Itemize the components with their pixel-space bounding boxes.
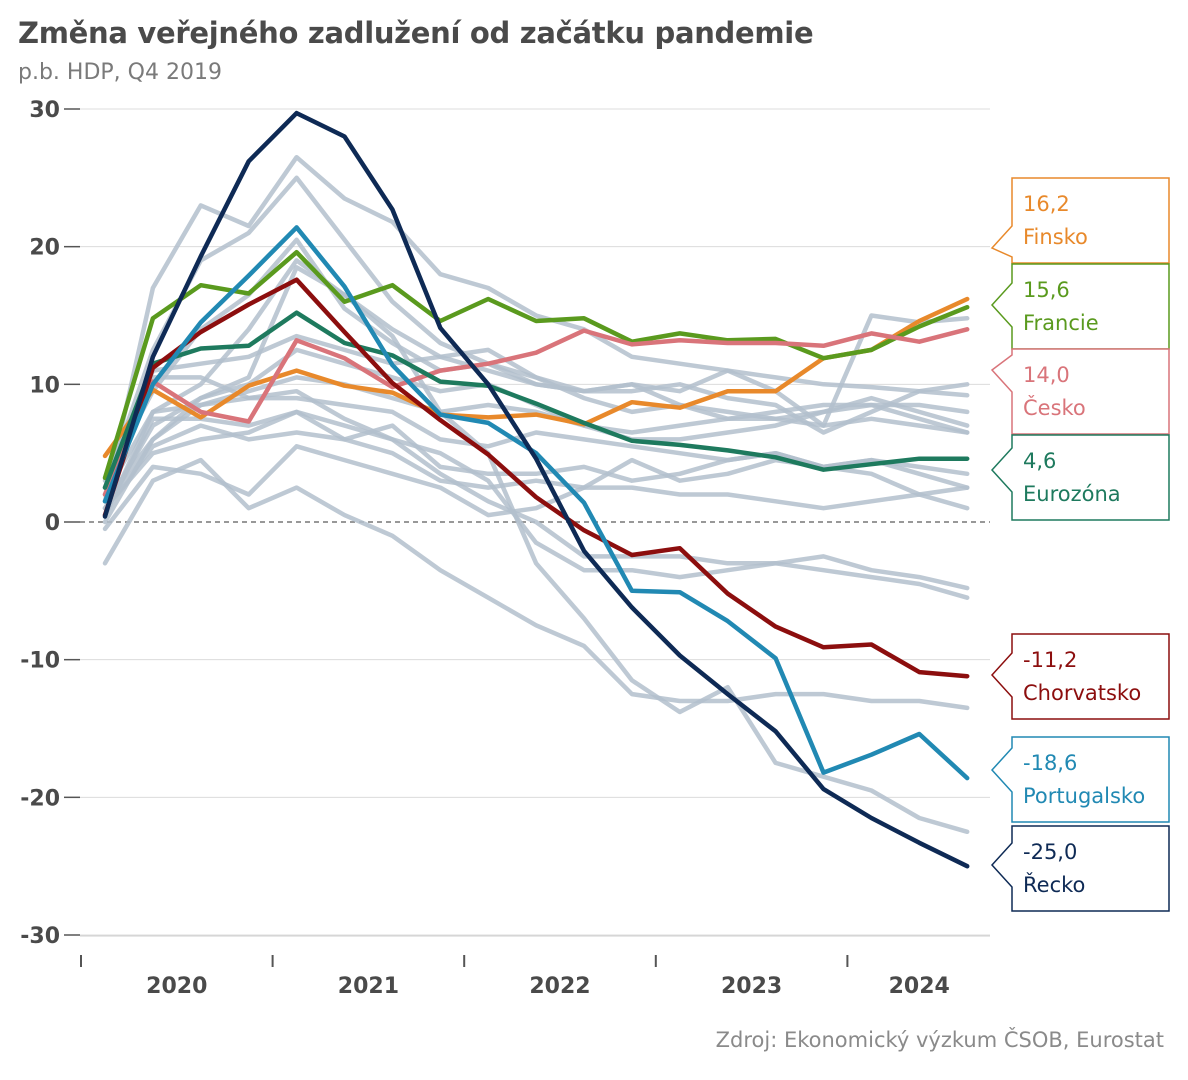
callout-name: Chorvatsko (1023, 681, 1141, 705)
callout-box (990, 633, 1170, 720)
callout-value: -18,6 (1023, 751, 1077, 775)
y-tick-label: -10 (20, 649, 60, 674)
x-axis: 2020 2021 2022 2023 2024 (80, 935, 990, 999)
callout-box (990, 736, 1170, 823)
callout-name: Česko (1023, 395, 1086, 420)
background-series-line (102, 423, 970, 511)
callout-name: Finsko (1023, 225, 1088, 249)
highlighted-series (102, 110, 970, 869)
callout-value: 14,0 (1023, 363, 1070, 387)
chart-title: Změna veřejného zadlužení od začátku pan… (18, 16, 814, 50)
chart-subtitle: p.b. HDP, Q4 2019 (18, 60, 222, 85)
source-note: Zdroj: Ekonomický výzkum ČSOB, Eurostat (715, 1028, 1164, 1052)
series-line (102, 327, 970, 497)
x-tick-label: 2022 (529, 974, 590, 999)
callout-box (990, 263, 1170, 350)
series-line (102, 110, 970, 869)
background-series-line (102, 265, 970, 835)
background-series-line (102, 175, 970, 490)
series-line (102, 277, 970, 679)
background-series-line (102, 457, 970, 711)
series-callouts: 16,2 Finsko 15,6 Francie 14,0 Česko 4,6 Eurozón… (990, 177, 1170, 912)
callout-name: Francie (1023, 311, 1099, 335)
x-tick-label: 2024 (889, 974, 950, 999)
y-tick-label: 30 (29, 98, 60, 123)
background-series-line (102, 347, 970, 511)
y-tick-label: 20 (29, 236, 60, 261)
background-series-line (102, 333, 970, 490)
callout-box (990, 434, 1170, 521)
x-tick-label: 2020 (146, 974, 207, 999)
y-tick-label: -20 (20, 786, 60, 811)
callout-name: Portugalsko (1023, 784, 1145, 808)
background-series-line (102, 409, 970, 591)
callout-name: Řecko (1023, 872, 1085, 897)
callout-box (990, 825, 1170, 912)
y-axis: 30 20 10 0 -10 -20 -30 (20, 98, 80, 949)
background-series-line (102, 154, 970, 504)
series-line (102, 225, 970, 781)
callout-value: 15,6 (1023, 278, 1070, 302)
background-series-line (102, 444, 970, 532)
y-tick-label: -30 (20, 924, 60, 949)
callout-box (990, 348, 1170, 435)
background-series-line (102, 375, 970, 525)
callout-name: Eurozóna (1023, 482, 1121, 506)
y-tick-label: 0 (45, 511, 60, 536)
callout-value: 4,6 (1023, 449, 1056, 473)
y-tick-label: 10 (29, 373, 60, 398)
callout-value: -11,2 (1023, 648, 1077, 672)
x-tick-label: 2021 (338, 974, 399, 999)
callout-value: 16,2 (1023, 192, 1070, 216)
series-line (102, 310, 970, 490)
series-line (102, 249, 970, 481)
x-tick-label: 2023 (721, 974, 782, 999)
callout-value: -25,0 (1023, 840, 1077, 864)
callout-box (990, 177, 1170, 264)
